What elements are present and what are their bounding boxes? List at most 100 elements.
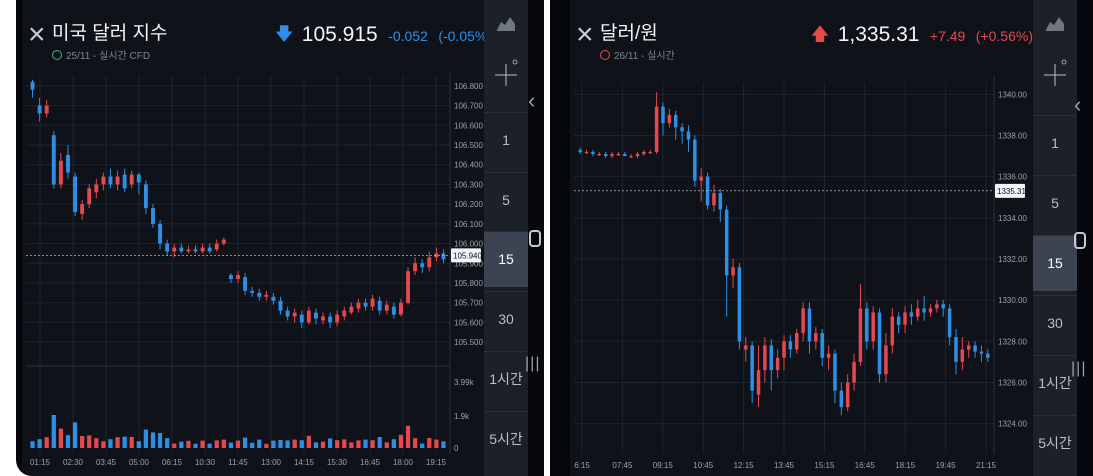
- candle-body: [833, 353, 837, 391]
- timeframe-5[interactable]: 5: [1033, 175, 1077, 231]
- candle-body: [250, 290, 255, 293]
- timeframe-1[interactable]: 1: [484, 112, 528, 168]
- volume-tick-label: 1.9k: [454, 412, 470, 421]
- timeframe-5h[interactable]: 5시간: [1033, 415, 1077, 471]
- price-chart[interactable]: 1340.00 1338.00 1336.00 1334.00 1332.00 1330.…: [570, 72, 1039, 476]
- chart-type-icon[interactable]: [1033, 14, 1077, 44]
- candle-body: [58, 160, 63, 185]
- candle-body: [285, 310, 290, 317]
- candle-body: [342, 310, 347, 317]
- candle-body: [884, 345, 888, 375]
- arrow-up-icon: 🡅: [810, 24, 830, 44]
- volume-bar: [327, 438, 333, 448]
- crosshair-icon[interactable]: [1033, 58, 1077, 98]
- timeframe-30[interactable]: 30: [1033, 295, 1077, 351]
- candle-body: [642, 151, 646, 155]
- volume-bar: [108, 439, 113, 448]
- y-tick-label: 106.400: [454, 161, 483, 170]
- menu-icon[interactable]: |||: [1071, 360, 1087, 377]
- volume-bar: [405, 425, 411, 448]
- volume-bar: [313, 442, 319, 448]
- candle-body: [686, 131, 691, 140]
- candle-body: [427, 257, 432, 268]
- candle-body: [960, 349, 965, 362]
- candle-body: [578, 149, 582, 152]
- candle-body: [807, 308, 812, 342]
- volume-bar: [377, 437, 382, 448]
- volume-bar: [292, 439, 297, 448]
- chevron-left-icon[interactable]: ‹: [528, 88, 536, 113]
- candle-body: [973, 345, 977, 352]
- candle-body: [712, 193, 716, 206]
- y-tick-label: 105.600: [454, 318, 483, 327]
- volume-bar: [200, 440, 205, 448]
- y-tick-label: 1332.00: [998, 255, 1027, 264]
- candle-body: [51, 135, 56, 185]
- volume-bar: [150, 432, 156, 448]
- candle-body: [623, 154, 627, 157]
- y-tick-label: 1338.00: [998, 132, 1027, 141]
- instrument-title: 미국 달러 지수: [52, 23, 168, 44]
- volume-bar: [420, 443, 425, 448]
- volume-bar: [51, 415, 56, 448]
- timeframe-1h[interactable]: 1시간: [484, 351, 528, 407]
- volume-bar: [165, 438, 170, 448]
- candle-body: [966, 345, 971, 350]
- timeframe-1[interactable]: 1: [1033, 115, 1077, 171]
- volume-bar: [101, 441, 106, 448]
- volume-bar: [221, 439, 226, 448]
- menu-icon[interactable]: |||: [525, 355, 541, 372]
- timeframe-15[interactable]: 15: [1033, 235, 1077, 291]
- y-tick-label: 106.000: [454, 240, 483, 249]
- timeframe-5[interactable]: 5: [484, 172, 528, 228]
- close-icon[interactable]: ×: [576, 18, 594, 51]
- volume-bar: [122, 436, 127, 448]
- volume-bar: [115, 437, 120, 448]
- candle-body: [661, 106, 665, 124]
- chevron-left-icon[interactable]: ‹: [1074, 92, 1082, 117]
- candle-body: [399, 302, 403, 315]
- volume-bar: [427, 438, 432, 448]
- candle-body: [165, 243, 170, 252]
- candle-body: [257, 292, 262, 297]
- candle-body: [186, 249, 191, 252]
- left-screenshot: × 미국 달러 지수 25/11 - 실시간 CFD 🡇 105.915 -0.…: [16, 0, 544, 476]
- y-tick-label: 1326.00: [998, 378, 1027, 387]
- volume-bar: [228, 442, 234, 448]
- candle-body: [151, 208, 155, 224]
- x-tick-label: 03:45: [96, 458, 117, 467]
- candle-body: [391, 306, 396, 315]
- y-tick-label: 106.600: [454, 121, 483, 130]
- home-icon[interactable]: [1074, 232, 1086, 249]
- close-icon[interactable]: ×: [28, 18, 46, 51]
- candle-body: [896, 316, 901, 325]
- candle-body: [954, 337, 958, 362]
- candle-body: [129, 174, 134, 185]
- x-tick-label: 6:15: [574, 461, 590, 470]
- x-tick-label: 09:15: [653, 461, 674, 470]
- candle-body: [814, 333, 818, 342]
- volume-bar: [65, 435, 71, 448]
- home-icon[interactable]: [529, 230, 541, 247]
- candle-body: [406, 271, 410, 303]
- candle-body: [591, 151, 595, 155]
- crosshair-icon[interactable]: [484, 58, 528, 98]
- quote-meta: 25/11 - 실시간 CFD: [52, 47, 150, 62]
- candle-body: [820, 333, 824, 358]
- price-chart[interactable]: 106.800 106.700 106.600 106.500 106.400 106.3…: [22, 72, 498, 476]
- timeframe-1h[interactable]: 1시간: [1033, 355, 1077, 411]
- volume-bar: [72, 422, 78, 448]
- candle-body: [769, 345, 774, 371]
- timeframe-5h[interactable]: 5시간: [484, 411, 528, 467]
- volume-bar: [278, 440, 283, 448]
- candle-body: [731, 267, 735, 276]
- timeframe-30[interactable]: 30: [484, 291, 528, 347]
- candle-body: [616, 154, 621, 156]
- chart-type-icon[interactable]: [484, 14, 528, 44]
- x-tick-label: 12:15: [734, 461, 755, 470]
- volume-bar: [306, 435, 311, 448]
- candle-body: [877, 312, 882, 375]
- candle-body: [363, 302, 368, 307]
- y-tick-label: 106.100: [454, 220, 483, 229]
- timeframe-15[interactable]: 15: [484, 231, 528, 287]
